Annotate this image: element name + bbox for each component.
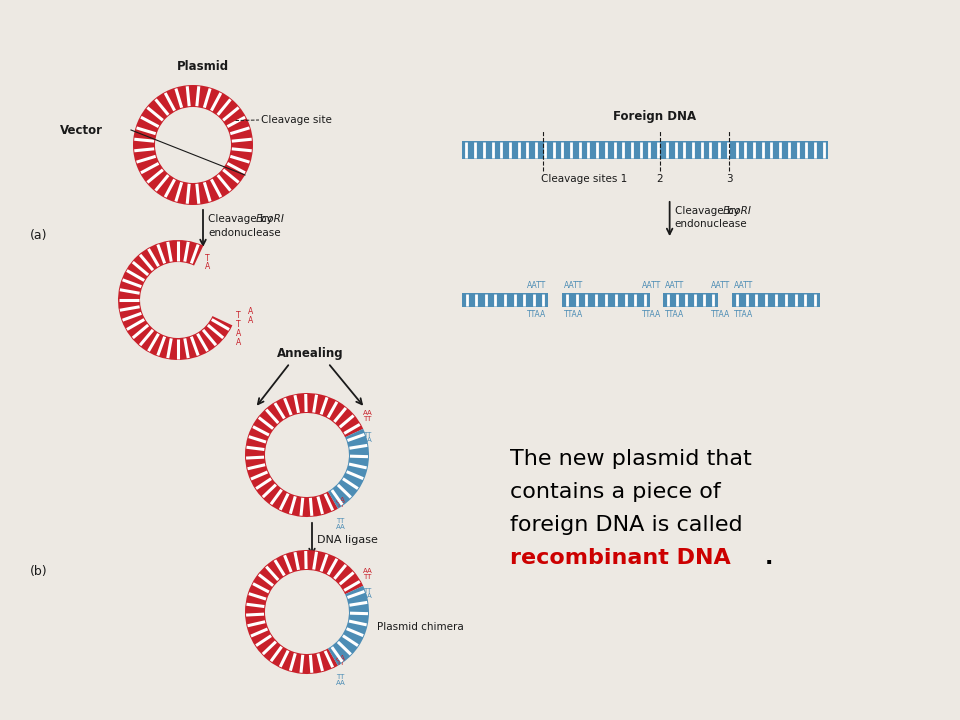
Text: TTAA: TTAA	[734, 310, 754, 319]
Text: recombinant DNA: recombinant DNA	[510, 548, 731, 568]
Wedge shape	[245, 393, 363, 517]
Text: contains a piece of: contains a piece of	[510, 482, 721, 502]
Text: AATT: AATT	[734, 281, 754, 290]
Bar	[562, 293, 650, 307]
Text: TTAA: TTAA	[665, 310, 684, 319]
Text: 2: 2	[657, 174, 663, 184]
Text: Plasmid chimera: Plasmid chimera	[377, 622, 464, 632]
Text: TTAA: TTAA	[710, 310, 730, 319]
Text: EcoRI: EcoRI	[256, 214, 285, 224]
Text: Vector: Vector	[60, 124, 103, 137]
Text: AA
TT: AA TT	[363, 410, 372, 422]
Text: AATT: AATT	[665, 281, 684, 290]
Text: foreign DNA is called: foreign DNA is called	[510, 515, 743, 535]
Text: DNA ligase: DNA ligase	[317, 535, 378, 545]
Text: endonuclease: endonuclease	[208, 228, 280, 238]
Text: AATT: AATT	[564, 281, 584, 290]
Bar	[462, 141, 828, 159]
Wedge shape	[133, 85, 253, 205]
Text: TT
AA: TT AA	[363, 432, 372, 444]
Text: AATT: AATT	[641, 281, 661, 290]
Text: AA
TT: AA TT	[336, 497, 346, 508]
Text: TT
AA: TT AA	[363, 588, 372, 599]
Text: A: A	[205, 261, 210, 271]
Text: TTAA: TTAA	[527, 310, 546, 319]
Text: (b): (b)	[30, 565, 48, 578]
Bar	[663, 293, 718, 307]
Text: 3: 3	[726, 174, 732, 184]
Text: (a): (a)	[30, 228, 47, 241]
Wedge shape	[118, 240, 232, 360]
Text: TTAA: TTAA	[564, 310, 584, 319]
Bar	[732, 293, 820, 307]
Text: TT
AA: TT AA	[336, 674, 346, 685]
Text: Annealing: Annealing	[276, 346, 344, 359]
Text: .: .	[765, 548, 774, 568]
Text: TT
AA: TT AA	[336, 518, 346, 529]
Text: Cleavage site: Cleavage site	[261, 115, 332, 125]
Bar	[462, 293, 548, 307]
Text: AATT: AATT	[710, 281, 730, 290]
Text: AA
TT: AA TT	[336, 654, 346, 666]
Text: Cleavage sites 1: Cleavage sites 1	[540, 174, 627, 184]
Text: The new plasmid that: The new plasmid that	[510, 449, 752, 469]
Text: AATT: AATT	[527, 281, 546, 290]
Text: EcoRI: EcoRI	[723, 206, 752, 216]
Text: endonuclease: endonuclease	[675, 219, 747, 229]
Text: Foreign DNA: Foreign DNA	[613, 110, 697, 123]
Wedge shape	[245, 550, 363, 674]
Text: T
T
A
A: T T A A	[236, 311, 242, 347]
Text: Cleavage by: Cleavage by	[208, 214, 276, 224]
Wedge shape	[328, 429, 369, 509]
Text: Plasmid: Plasmid	[177, 60, 229, 73]
Text: T: T	[205, 253, 210, 263]
Text: AA
TT: AA TT	[363, 568, 372, 580]
Text: A
A: A A	[249, 307, 253, 325]
Wedge shape	[328, 586, 369, 666]
Text: Cleavage by: Cleavage by	[675, 206, 742, 216]
Text: TTAA: TTAA	[641, 310, 661, 319]
